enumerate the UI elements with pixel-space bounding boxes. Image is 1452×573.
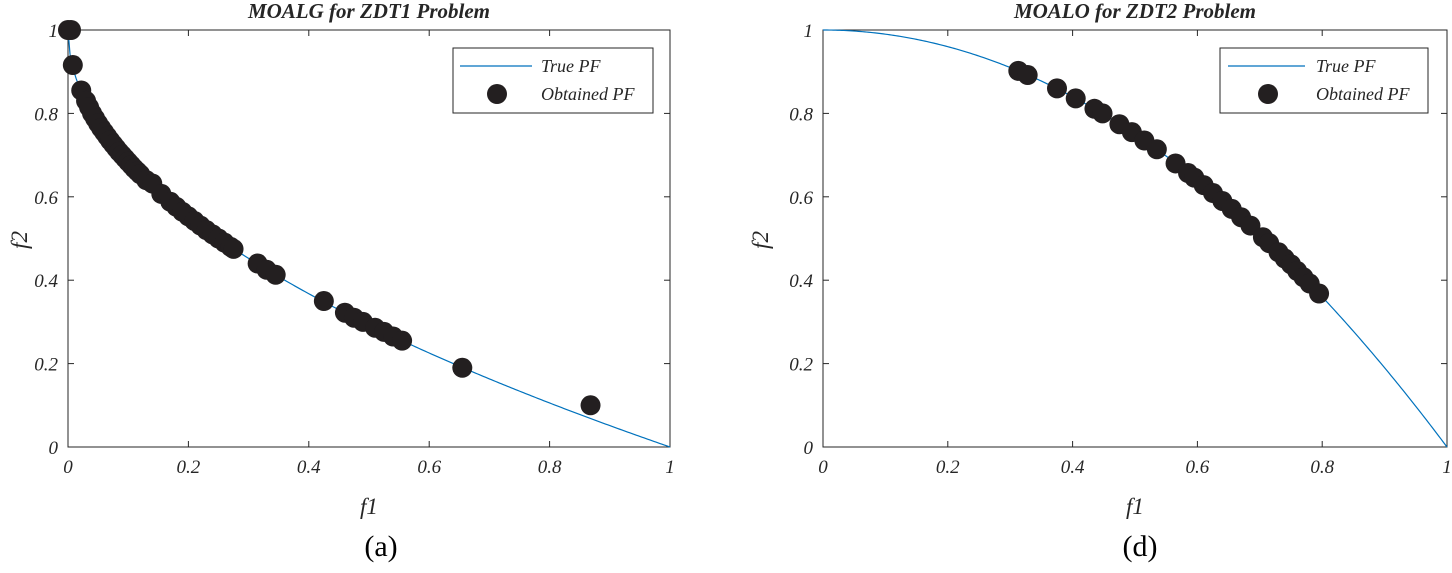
obtained-pf-point — [1146, 139, 1167, 160]
x-tick-label: 0.2 — [936, 457, 960, 478]
chart-title-d: MOALO for ZDT2 Problem — [1013, 0, 1256, 23]
y-tick-label: 1 — [804, 21, 814, 42]
y-tick-label: 0.2 — [789, 355, 813, 376]
obtained-pf-point — [62, 55, 83, 76]
obtained-pf-point — [580, 395, 601, 416]
obtained-pf-point — [1065, 88, 1086, 109]
y-tick-label: 0 — [804, 438, 814, 459]
y-tick-label: 0.8 — [789, 104, 813, 125]
legend-dot-icon-d — [1258, 84, 1278, 104]
x-tick-label: 0.8 — [1310, 457, 1334, 478]
plot-frame-d — [822, 29, 1448, 448]
obtained-pf-point — [452, 357, 473, 378]
obtained-pf-point — [1240, 215, 1261, 236]
y-axis-label-d: f2 — [748, 231, 773, 249]
y-tick-label: 0.4 — [34, 271, 58, 292]
legend-obtained-pf-d: Obtained PF — [1316, 84, 1410, 104]
obtained-pf-point — [223, 238, 244, 259]
legend-true-pf-a: True PF — [541, 56, 602, 76]
x-tick-label: 1 — [665, 457, 675, 478]
y-tick-label: 0 — [49, 438, 59, 459]
x-axis-label-a: f1 — [360, 494, 378, 519]
x-tick-label: 0.2 — [177, 457, 201, 478]
legend-dot-icon-a — [487, 84, 507, 104]
obtained-pf-point — [1017, 65, 1038, 86]
legend-a: True PF Obtained PF — [452, 47, 654, 114]
y-ticks-a: 0 0.2 0.4 0.6 0.8 1 — [34, 21, 670, 459]
legend-box-d — [1219, 47, 1429, 114]
y-tick-label: 0.8 — [34, 104, 58, 125]
y-tick-label: 0.6 — [34, 188, 58, 209]
figure-caption-a: (a) — [364, 530, 397, 563]
x-tick-label: 0 — [818, 457, 828, 478]
obtained-pf-point — [265, 264, 286, 285]
y-tick-label: 0.6 — [789, 188, 813, 209]
figure-caption-d: (d) — [1123, 530, 1158, 563]
legend-d: True PF Obtained PF — [1219, 47, 1429, 114]
legend-box-a — [452, 47, 654, 114]
y-tick-label: 0.2 — [34, 355, 58, 376]
chart-title-a: MOALG for ZDT1 Problem — [247, 0, 490, 23]
x-tick-label: 0.4 — [297, 457, 321, 478]
obtained-pf-points-d — [1008, 60, 1330, 304]
obtained-pf-point — [1047, 78, 1067, 99]
y-tick-label: 0.4 — [789, 271, 813, 292]
x-tick-label: 1 — [1442, 457, 1452, 478]
y-axis-label-a: f2 — [7, 231, 32, 249]
x-tick-label: 0.6 — [417, 457, 441, 478]
x-tick-label: 0.8 — [538, 457, 562, 478]
obtained-pf-point — [1092, 103, 1113, 124]
legend-obtained-pf-a: Obtained PF — [541, 84, 635, 104]
chart-panel-a: MOALG for ZDT1 Problem 0 0.2 0.4 0.6 0.8 1 00… — [7, 0, 675, 563]
x-tick-label: 0.6 — [1186, 457, 1210, 478]
x-ticks-a: 0 0.2 0.4 0.6 0.8 1 — [63, 30, 675, 478]
obtained-pf-point — [313, 291, 334, 312]
obtained-pf-points-a — [58, 20, 601, 416]
chart-panel-d: MOALO for ZDT2 Problem 0 0.2 0.4 0.6 0.8 1 00… — [748, 0, 1452, 563]
x-tick-label: 0.4 — [1061, 457, 1085, 478]
x-ticks-d: 0 0.2 0.4 0.6 0.8 1 — [818, 30, 1452, 478]
x-axis-label-d: f1 — [1126, 494, 1144, 519]
obtained-pf-point — [392, 330, 413, 351]
y-tick-label: 1 — [49, 21, 59, 42]
plot-frame-a — [67, 29, 671, 448]
obtained-pf-point — [61, 20, 82, 40]
x-tick-label: 0 — [63, 457, 73, 478]
y-ticks-d: 0 0.2 0.4 0.6 0.8 1 — [789, 21, 1447, 459]
obtained-pf-point — [1309, 283, 1330, 304]
legend-true-pf-d: True PF — [1316, 56, 1377, 76]
